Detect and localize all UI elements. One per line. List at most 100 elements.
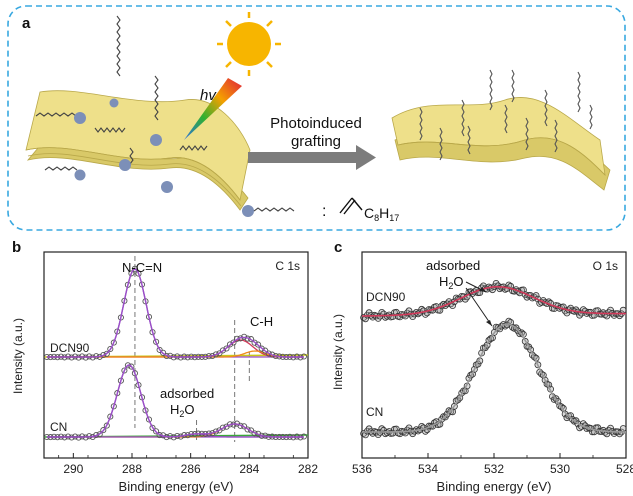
panel-a-frame — [7, 5, 626, 231]
panel-b-title: C 1s — [275, 259, 300, 273]
panel-c-title: O 1s — [593, 259, 618, 273]
legend-colon: : — [322, 203, 326, 220]
b-series-dcn90-point — [135, 270, 142, 277]
c-series-cn-fit-line — [362, 323, 626, 433]
light-beam — [184, 78, 242, 140]
panel-a-letter: a — [22, 15, 31, 32]
sun-icon — [217, 12, 281, 76]
c-arrow-to-cn — [465, 287, 493, 327]
panel-b-peak-ncn-label: N-C=N — [122, 260, 162, 275]
b-series-cn-fit-envelope — [46, 364, 304, 438]
b-tick-label: 288 — [122, 462, 142, 476]
b-series-dcn90-data-points — [43, 265, 307, 361]
b-series-cn-point — [100, 427, 107, 434]
b-series-dcn90-point — [110, 339, 117, 346]
b-series-dcn90-point — [100, 351, 107, 359]
b-series-dcn90-point — [219, 347, 226, 354]
sheet-stack-right — [391, 97, 611, 191]
legend-molecule — [242, 205, 295, 217]
b-series-cn-point — [96, 431, 103, 438]
arrow-label-line2: grafting — [291, 133, 341, 150]
panel-c-adsorbed-label: adsorbed — [426, 258, 480, 273]
b-series-dcn90-fit-envelope — [46, 268, 304, 358]
b-series-dcn90-point — [153, 338, 160, 345]
b-series-dcn90-point — [131, 265, 138, 272]
panel-b-letter: b — [12, 239, 21, 256]
c-tick-label: 536 — [352, 462, 372, 476]
panel-b-chart: 290 288 286 284 282 b C 1s N-C=N C-H adsorbe… — [11, 239, 318, 494]
b-series-dcn90-point — [269, 351, 276, 358]
panel-b-adsorbed-label: adsorbed — [160, 386, 214, 401]
panel-b-x-axis-label: Binding energy (eV) — [119, 479, 234, 494]
c-series-dcn90-data-points — [360, 280, 627, 323]
b-series-cn-point — [145, 416, 153, 423]
c-tick-label: 534 — [418, 462, 438, 476]
b-series-cn-point — [149, 424, 156, 431]
panel-b-plot-area — [43, 256, 309, 442]
panel-b-h2o-label: H2O — [170, 402, 195, 419]
c-series-dcn90-fit-line — [362, 286, 627, 317]
hv-label: hv — [200, 87, 217, 104]
b-series-dcn90-point — [226, 341, 234, 348]
c-annotation-arrows — [465, 281, 493, 327]
b-series-dcn90-point — [107, 345, 114, 353]
b-tick-label: 290 — [63, 462, 83, 476]
b-series-dcn90-point — [241, 333, 248, 340]
b-series-cn-point — [153, 428, 160, 435]
panel-b-series-cn-label: CN — [50, 420, 67, 434]
b-series-cn-point — [219, 424, 226, 431]
panel-c-x-ticks: 536 534 532 530 528 — [352, 453, 633, 476]
b-series-dcn90-point — [255, 341, 262, 348]
b-series-cn-point — [117, 377, 124, 384]
b-series-cn-point — [244, 426, 251, 433]
panel-c-series-cn-label: CN — [366, 405, 383, 419]
c-arrowhead — [479, 287, 486, 292]
c-tick-label: 528 — [616, 462, 633, 476]
panel-a: hv Photoinduced grafting : C8H17 a — [7, 5, 626, 231]
b-tick-label: 284 — [239, 462, 259, 476]
b-series-dcn90-point — [265, 350, 272, 357]
b-series-dcn90-point — [216, 350, 223, 357]
b-series-dcn90-point — [128, 270, 135, 277]
b-series-cn-point — [107, 413, 114, 420]
b-series-dcn90-point — [103, 350, 110, 357]
c-tick-label: 530 — [550, 462, 570, 476]
panel-c-y-axis-label: Intensity (a.u.) — [331, 314, 345, 390]
panel-b-y-axis-label: Intensity (a.u.) — [11, 318, 25, 394]
b-series-dcn90-point — [160, 349, 167, 356]
grafted-chains-right — [419, 69, 593, 161]
c-tick-label: 532 — [484, 462, 504, 476]
legend-vinyl-icon — [339, 197, 363, 215]
b-series-cn-point — [248, 427, 255, 434]
c-series-cn-data-points — [360, 317, 627, 439]
c-series-cn-point — [619, 425, 627, 432]
b-series-dcn90-point — [212, 351, 219, 358]
panel-c-h2o-label: H2O — [439, 274, 464, 291]
b-series-dcn90-point — [223, 345, 230, 352]
b-series-cn-point — [131, 370, 138, 377]
panel-b-peak-ch-label: C-H — [250, 314, 273, 329]
panel-c-x-axis-label: Binding energy (eV) — [437, 479, 552, 494]
panel-b-x-ticks: 290 288 286 284 282 — [58, 453, 318, 476]
panel-c-series-dcn90-label: DCN90 — [366, 290, 406, 304]
c-arrowhead — [486, 320, 492, 326]
panel-c-chart: 536 534 532 530 528 c O 1s adsorbed H2O DCN9… — [331, 239, 633, 494]
arrow-label-line1: Photoinduced — [270, 115, 362, 132]
b-tick-label: 282 — [298, 462, 318, 476]
panel-b-series-dcn90-label: DCN90 — [50, 341, 90, 355]
b-series-dcn90-point — [230, 339, 237, 346]
b-series-cn-point — [212, 428, 219, 435]
b-series-cn-point — [103, 422, 110, 429]
molecule-spheres-left — [74, 98, 173, 193]
b-series-cn-point — [121, 367, 128, 374]
alkene-chains-left — [35, 15, 208, 171]
legend-formula: C8H17 — [364, 205, 399, 223]
b-series-cn-point — [128, 363, 135, 370]
process-arrow — [248, 145, 376, 170]
b-series-dcn90-point — [251, 339, 258, 346]
b-series-dcn90-point — [258, 345, 265, 352]
panel-c-plot-area — [360, 280, 627, 439]
panel-c-letter: c — [334, 239, 342, 256]
b-series-cn-component — [46, 364, 304, 438]
b-tick-label: 286 — [181, 462, 201, 476]
